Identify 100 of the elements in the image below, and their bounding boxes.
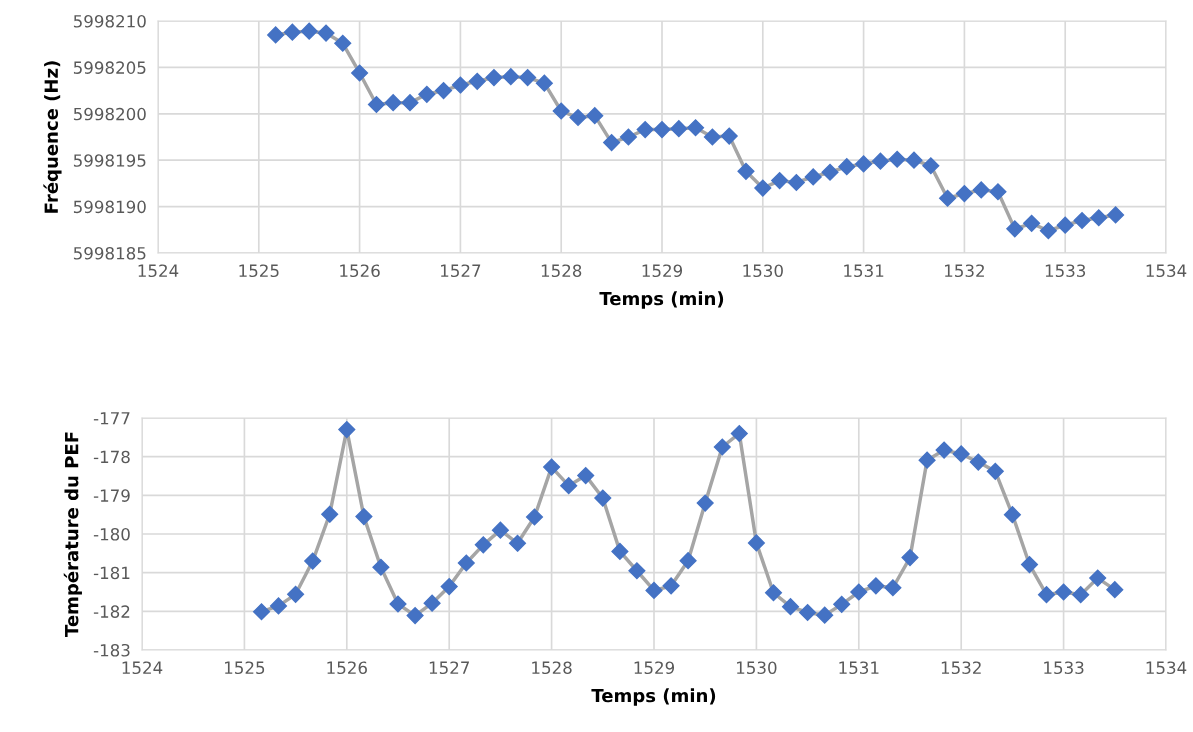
point xyxy=(901,549,919,567)
x-tick-label: 1527 xyxy=(441,264,481,278)
point xyxy=(389,595,407,613)
point xyxy=(821,163,839,181)
point xyxy=(713,438,731,456)
point xyxy=(1106,581,1124,599)
x-tick-label: 1525 xyxy=(239,264,279,278)
point xyxy=(508,534,527,552)
point xyxy=(384,94,402,112)
point xyxy=(1023,214,1041,232)
point xyxy=(871,152,889,170)
x-tick-label: 1524 xyxy=(122,661,163,675)
point xyxy=(491,521,509,539)
y-tick-label: -180 xyxy=(93,527,130,541)
point xyxy=(603,134,621,152)
point xyxy=(833,595,851,613)
point xyxy=(955,185,973,203)
x-tick-label: 1534 xyxy=(1146,661,1187,675)
x-axis-title: Temps (min) xyxy=(599,291,724,309)
y-tick-label: -183 xyxy=(93,643,130,657)
point xyxy=(838,158,856,176)
point xyxy=(679,552,697,570)
point xyxy=(304,552,322,570)
point xyxy=(552,102,570,120)
point xyxy=(525,508,544,526)
point xyxy=(300,22,318,40)
point xyxy=(1089,569,1107,587)
y-tick-label: 5998190 xyxy=(73,200,146,214)
x-tick-label: 1531 xyxy=(839,661,879,675)
y-tick-label: 5998205 xyxy=(73,61,146,74)
point xyxy=(594,489,612,507)
point xyxy=(935,441,953,459)
point xyxy=(1037,586,1056,604)
point xyxy=(569,108,587,127)
point xyxy=(418,85,436,103)
point xyxy=(696,494,714,512)
y-axis-title: Température du PEF xyxy=(63,432,82,637)
point xyxy=(888,150,906,168)
point xyxy=(451,76,469,94)
point xyxy=(1072,586,1090,604)
point xyxy=(816,606,834,624)
point xyxy=(474,536,492,554)
point xyxy=(730,424,748,443)
y-tick-label: 5998185 xyxy=(73,246,146,260)
point xyxy=(1107,206,1125,224)
point xyxy=(406,607,424,625)
point xyxy=(764,584,783,602)
point xyxy=(269,597,288,615)
point xyxy=(543,458,561,476)
point xyxy=(754,179,772,197)
point xyxy=(252,603,271,621)
point xyxy=(867,577,885,595)
point xyxy=(468,72,486,90)
point xyxy=(1090,209,1108,227)
point xyxy=(367,95,385,114)
point xyxy=(952,445,970,463)
point xyxy=(1006,220,1024,238)
point xyxy=(1003,506,1021,524)
point xyxy=(423,594,441,612)
point xyxy=(918,451,936,469)
y-tick-label: -178 xyxy=(93,450,130,464)
x-axis-title: Temps (min) xyxy=(591,688,716,706)
point xyxy=(986,462,1004,480)
x-tick-label: 1531 xyxy=(844,264,884,278)
point xyxy=(519,69,537,87)
point xyxy=(884,579,902,597)
point xyxy=(535,74,553,92)
point xyxy=(1039,222,1057,240)
point xyxy=(586,107,604,125)
point xyxy=(577,467,595,485)
point xyxy=(440,578,458,596)
point xyxy=(687,119,705,137)
point xyxy=(502,68,520,86)
y-tick-label: -182 xyxy=(93,605,130,618)
point xyxy=(922,157,940,175)
point xyxy=(799,603,817,622)
point xyxy=(703,128,721,146)
point xyxy=(611,542,629,560)
point xyxy=(401,94,419,112)
point xyxy=(662,577,680,595)
point xyxy=(334,34,352,52)
x-tick-label: 1528 xyxy=(541,264,582,278)
point xyxy=(787,173,805,192)
point xyxy=(267,26,285,44)
point xyxy=(560,477,578,495)
y-tick-label: -179 xyxy=(93,489,130,502)
point xyxy=(619,128,637,146)
x-tick-label: 1527 xyxy=(429,661,469,675)
x-tick-label: 1532 xyxy=(945,264,984,278)
x-tick-label: 1530 xyxy=(743,264,783,278)
x-tick-label: 1524 xyxy=(138,264,179,278)
point xyxy=(321,505,339,523)
y-tick-label: 5998195 xyxy=(73,154,146,167)
point xyxy=(338,421,356,439)
x-tick-label: 1529 xyxy=(634,661,675,675)
y-tick-label: 5998200 xyxy=(73,107,146,121)
point xyxy=(636,121,654,139)
point xyxy=(287,585,305,603)
point xyxy=(905,151,923,169)
point xyxy=(781,598,800,616)
